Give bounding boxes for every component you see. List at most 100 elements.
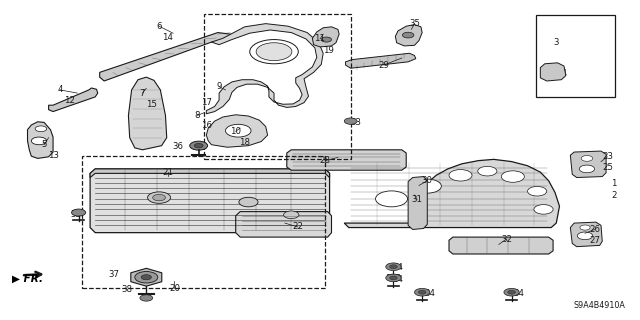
Circle shape [376,191,408,207]
Text: ▶ FR.: ▶ FR. [12,274,43,284]
Text: 11: 11 [314,35,326,44]
Polygon shape [28,122,53,158]
Polygon shape [206,115,268,147]
Text: 34: 34 [424,289,435,298]
Circle shape [239,197,258,207]
Text: 5: 5 [42,140,47,149]
Text: 23: 23 [602,152,613,161]
Polygon shape [129,77,167,150]
Text: 37: 37 [109,269,120,279]
Text: 6: 6 [156,22,162,31]
Text: 21: 21 [163,168,173,177]
Circle shape [31,137,47,145]
Circle shape [225,124,251,137]
Text: 13: 13 [47,151,59,160]
Circle shape [403,32,414,38]
Circle shape [527,187,547,196]
Polygon shape [100,33,230,81]
Text: 7: 7 [140,89,145,98]
Circle shape [449,170,472,181]
Circle shape [477,166,497,176]
Text: 38: 38 [122,284,132,293]
Text: 24: 24 [556,69,567,78]
Text: 22: 22 [292,222,303,231]
Polygon shape [312,27,339,47]
Circle shape [256,43,292,60]
Text: 34: 34 [392,275,403,284]
Circle shape [153,195,166,201]
Circle shape [577,232,593,240]
Polygon shape [90,169,330,233]
Text: 12: 12 [64,96,75,105]
Text: 15: 15 [146,100,157,109]
Circle shape [135,271,158,283]
Circle shape [534,204,553,214]
Bar [204,14,351,159]
Polygon shape [49,88,98,112]
Polygon shape [346,53,416,68]
Circle shape [413,179,442,193]
Text: S9A4B4910A: S9A4B4910A [573,301,625,310]
Text: 34: 34 [514,289,525,298]
Bar [83,156,325,288]
Text: 26: 26 [589,225,600,234]
Circle shape [390,265,397,269]
Text: 1: 1 [611,180,616,188]
Text: 17: 17 [201,98,212,107]
Polygon shape [449,237,553,254]
Text: 4: 4 [58,85,63,94]
Circle shape [140,295,153,301]
Polygon shape [131,268,162,286]
Circle shape [579,165,595,173]
Circle shape [415,288,430,296]
Text: 30: 30 [422,176,433,185]
Text: 3: 3 [554,38,559,47]
Text: 19: 19 [323,45,334,55]
Circle shape [581,156,593,161]
Text: 36: 36 [173,142,184,151]
Circle shape [504,288,519,296]
Polygon shape [344,159,559,228]
Text: 14: 14 [163,33,173,42]
Circle shape [386,274,401,282]
Text: 35: 35 [409,19,420,28]
Circle shape [501,171,524,182]
Text: 20: 20 [169,284,180,292]
Text: 2: 2 [611,190,616,200]
Circle shape [580,225,590,230]
Text: 25: 25 [602,163,613,172]
Text: 18: 18 [239,138,250,147]
Text: 32: 32 [501,235,512,244]
Circle shape [284,211,299,219]
Polygon shape [540,63,566,81]
Text: 27: 27 [589,236,600,245]
Circle shape [72,209,86,216]
Polygon shape [236,212,332,237]
Text: 31: 31 [412,195,422,204]
Circle shape [321,37,332,42]
Text: 16: 16 [201,121,212,131]
Text: 10: 10 [230,127,241,136]
Polygon shape [90,169,330,178]
Circle shape [148,192,171,203]
Circle shape [141,275,152,280]
Polygon shape [408,177,428,229]
Circle shape [194,143,203,148]
Text: 33: 33 [70,210,81,219]
Circle shape [508,290,515,294]
Circle shape [390,276,397,280]
Circle shape [344,118,357,124]
Text: 34: 34 [392,263,403,272]
Text: 9: 9 [216,82,222,91]
Text: 28: 28 [319,156,331,165]
Text: 29: 29 [378,60,389,69]
Text: 33: 33 [350,118,361,127]
Polygon shape [206,24,323,114]
Text: 8: 8 [195,111,200,120]
Polygon shape [396,25,422,46]
Circle shape [189,141,207,150]
Circle shape [250,40,298,64]
Circle shape [386,263,401,270]
Circle shape [419,290,426,294]
Bar [536,15,615,97]
